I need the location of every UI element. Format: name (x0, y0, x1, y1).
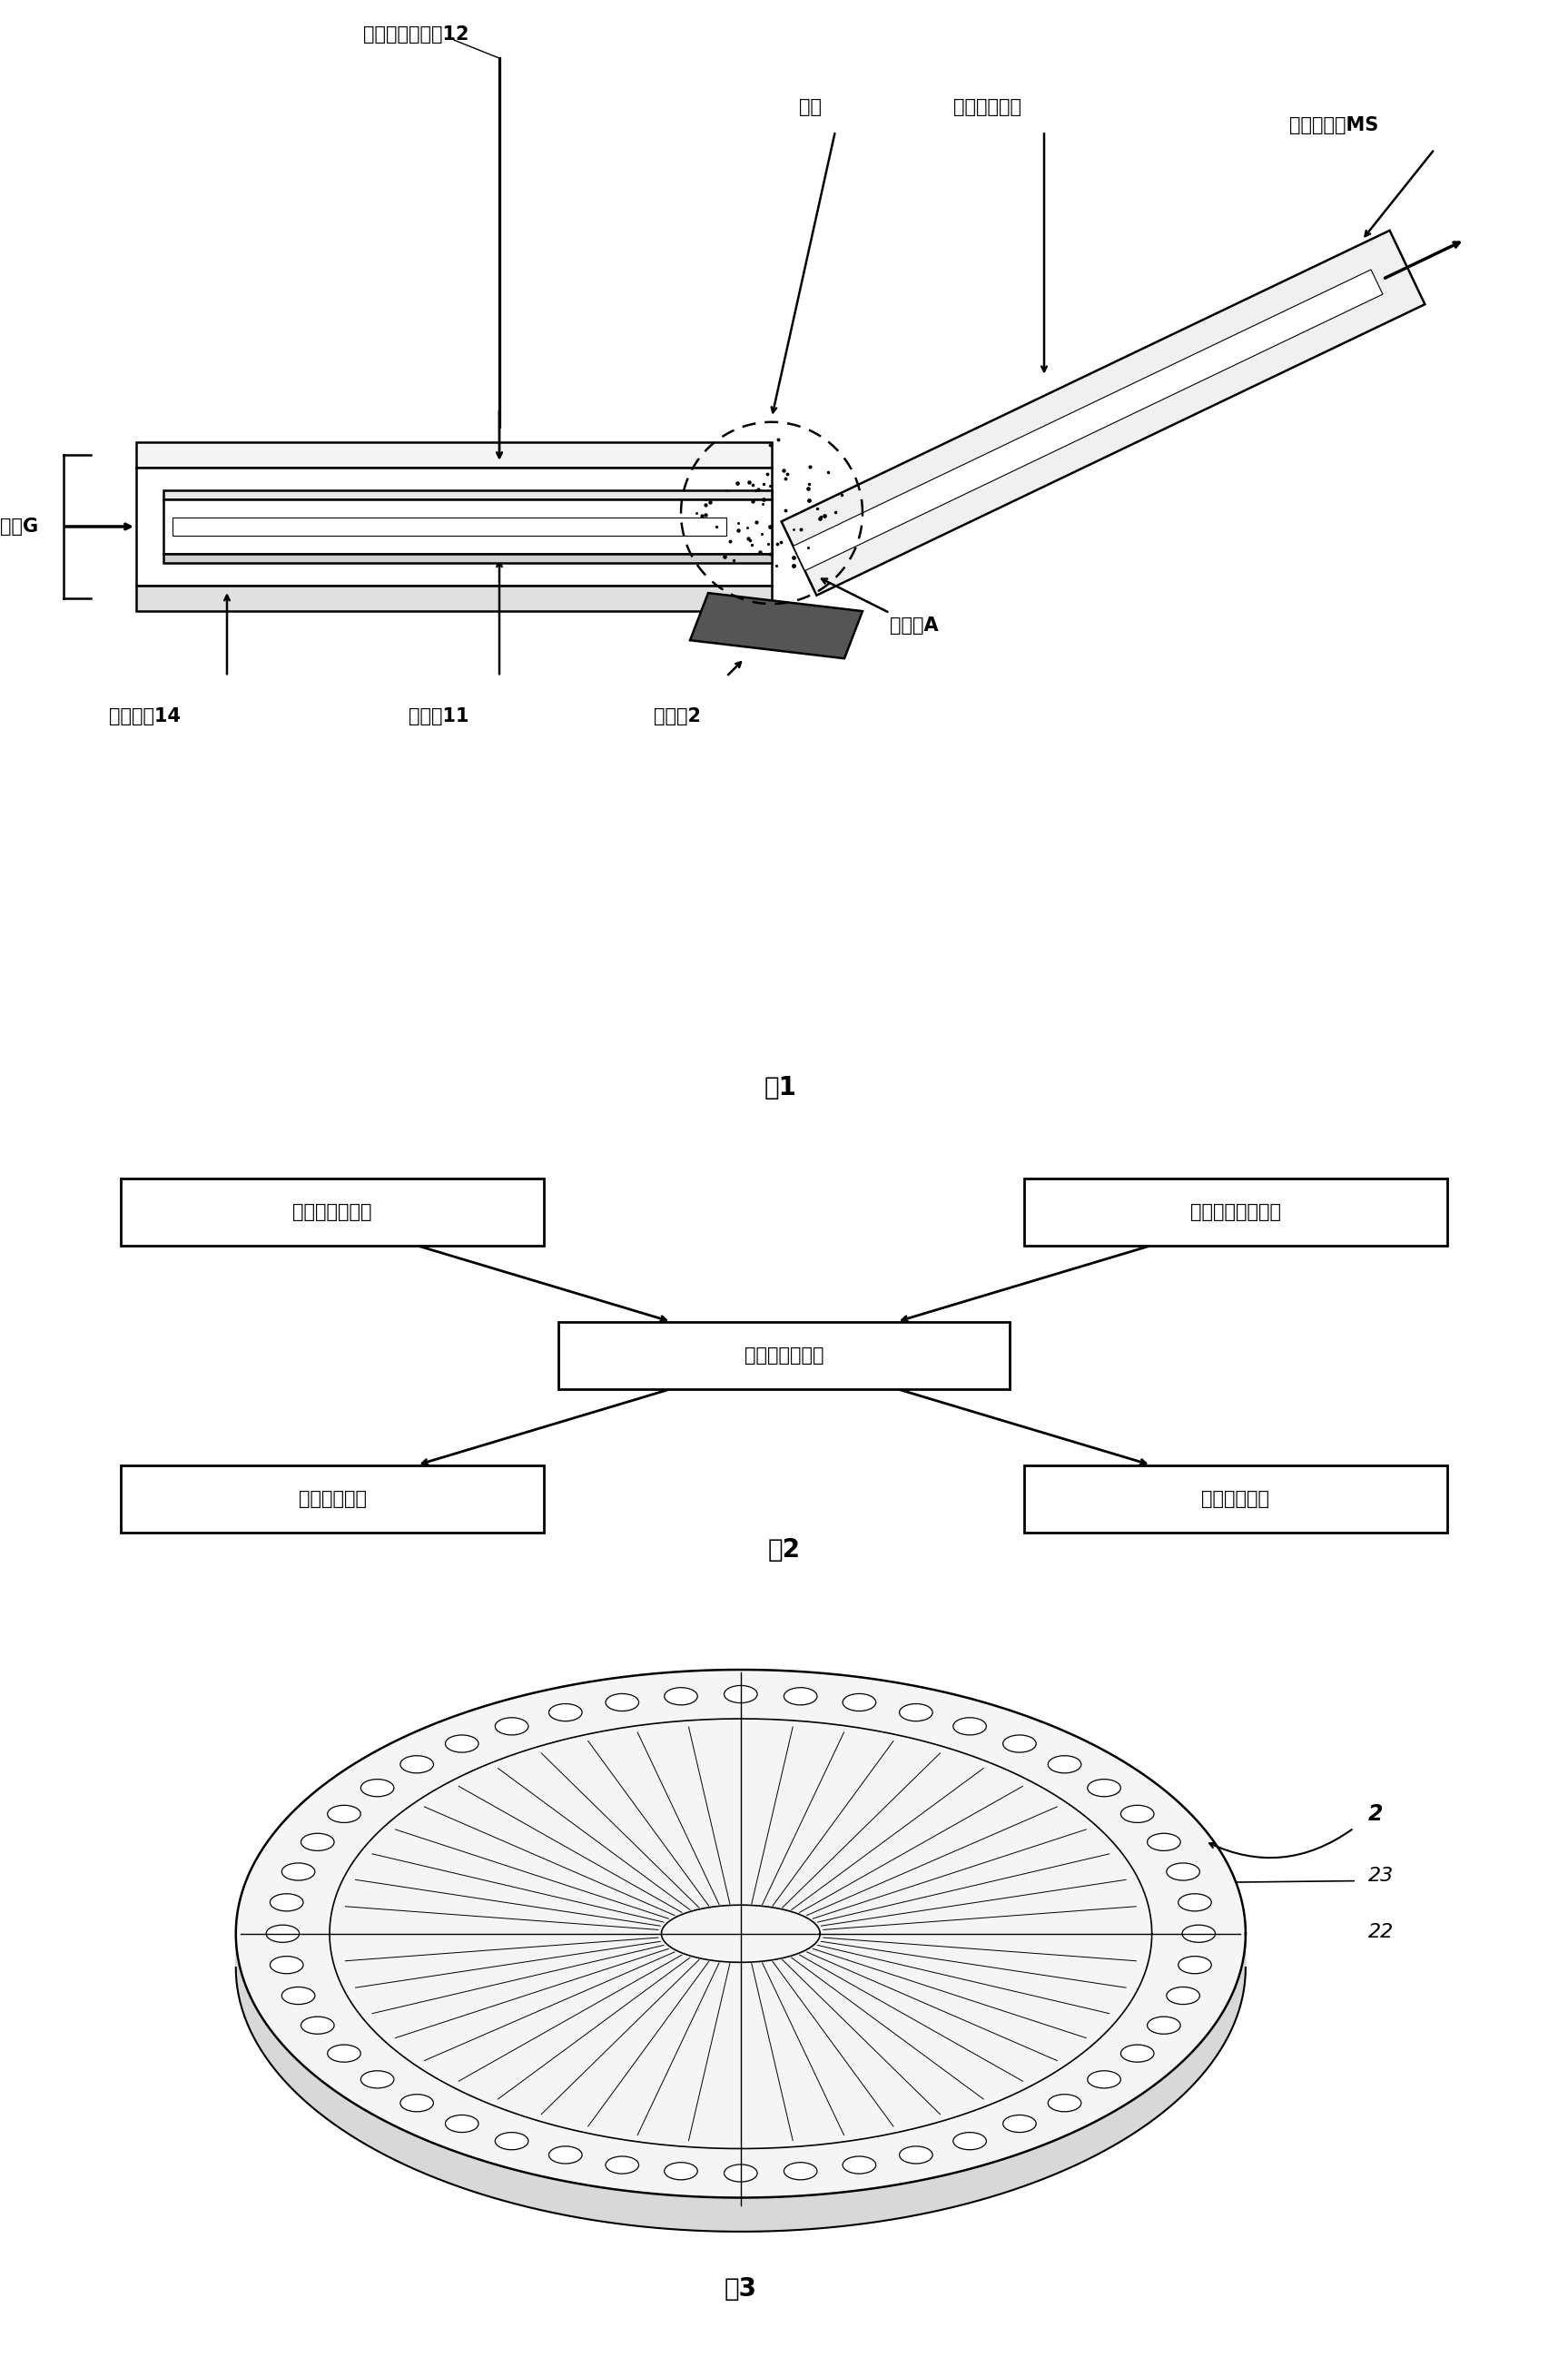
Polygon shape (793, 269, 1383, 570)
Polygon shape (163, 490, 771, 500)
Circle shape (445, 2114, 478, 2133)
Circle shape (301, 2018, 334, 2034)
Polygon shape (235, 1933, 1245, 2232)
Circle shape (1047, 2095, 1082, 2112)
Circle shape (784, 1688, 817, 1704)
Text: 质谱仪进样管: 质谱仪进样管 (953, 99, 1021, 115)
Circle shape (1088, 1780, 1121, 1796)
Circle shape (282, 1862, 315, 1881)
Circle shape (900, 2147, 933, 2164)
Bar (121, 1178, 544, 1244)
Circle shape (605, 2157, 638, 2173)
Circle shape (361, 1780, 394, 1796)
Circle shape (400, 1756, 433, 1772)
Text: 电离区A: 电离区A (889, 618, 939, 634)
Text: 联接支撑系统: 联接支撑系统 (298, 1490, 367, 1508)
Polygon shape (690, 594, 862, 658)
Circle shape (953, 1718, 986, 1735)
Text: 图2: 图2 (768, 1537, 800, 1563)
Circle shape (1088, 2072, 1121, 2088)
Circle shape (1047, 1756, 1082, 1772)
Circle shape (495, 2133, 528, 2150)
Polygon shape (781, 231, 1425, 596)
Circle shape (1004, 2114, 1036, 2133)
Circle shape (784, 2161, 817, 2180)
Text: 23: 23 (1369, 1867, 1394, 1886)
Bar (121, 1466, 544, 1532)
Text: 多维调节系统: 多维调节系统 (1201, 1490, 1270, 1508)
Circle shape (270, 1956, 303, 1973)
Circle shape (549, 2147, 582, 2164)
Circle shape (328, 2046, 361, 2062)
Circle shape (267, 1926, 299, 1942)
Polygon shape (136, 443, 771, 467)
Circle shape (1178, 1956, 1212, 1973)
Text: 样品盘2: 样品盘2 (654, 707, 701, 726)
Circle shape (495, 1718, 528, 1735)
Circle shape (1148, 1834, 1181, 1850)
Circle shape (1167, 1987, 1200, 2003)
Polygon shape (136, 467, 771, 585)
Text: 图3: 图3 (724, 2277, 757, 2300)
Text: 加热装置14: 加热装置14 (108, 707, 180, 726)
Text: 高压电晕放电针12: 高压电晕放电针12 (364, 26, 469, 45)
Text: 2: 2 (1369, 1803, 1383, 1824)
Circle shape (724, 1685, 757, 1702)
Circle shape (282, 1987, 315, 2003)
Circle shape (665, 2161, 698, 2180)
Circle shape (361, 2072, 394, 2088)
Polygon shape (163, 554, 771, 563)
Circle shape (1178, 1893, 1212, 1912)
Circle shape (665, 1688, 698, 1704)
Circle shape (1182, 1926, 1215, 1942)
Circle shape (1121, 1805, 1154, 1822)
Text: 气流G: 气流G (0, 519, 38, 535)
Circle shape (724, 2164, 757, 2183)
Circle shape (1167, 1862, 1200, 1881)
Circle shape (605, 1695, 638, 1711)
Bar (558, 1322, 1010, 1388)
Circle shape (842, 2157, 877, 2173)
Text: 试剂离子产生系统: 试剂离子产生系统 (1190, 1202, 1281, 1221)
Text: 显示与控制系统: 显示与控制系统 (745, 1346, 823, 1365)
Text: 针尖: 针尖 (800, 99, 822, 115)
Circle shape (900, 1704, 933, 1721)
Bar (1024, 1466, 1447, 1532)
Circle shape (328, 1805, 361, 1822)
Circle shape (301, 1834, 334, 1850)
Polygon shape (235, 1669, 1245, 2197)
Circle shape (445, 1735, 478, 1751)
Circle shape (549, 1704, 582, 1721)
Polygon shape (136, 585, 771, 610)
Circle shape (1004, 1735, 1036, 1751)
Circle shape (400, 2095, 433, 2112)
Text: 毛细管11: 毛细管11 (409, 707, 469, 726)
Circle shape (953, 2133, 986, 2150)
Polygon shape (172, 519, 726, 535)
Bar (1024, 1178, 1447, 1244)
Polygon shape (163, 500, 771, 554)
Circle shape (842, 1695, 877, 1711)
Text: 离子流进入MS: 离子流进入MS (1289, 115, 1378, 134)
Circle shape (270, 1893, 303, 1912)
Circle shape (1121, 2046, 1154, 2062)
Circle shape (1148, 2018, 1181, 2034)
Text: 高通量进样系统: 高通量进样系统 (293, 1202, 372, 1221)
Text: 22: 22 (1369, 1923, 1394, 1942)
Text: 图1: 图1 (765, 1075, 797, 1101)
